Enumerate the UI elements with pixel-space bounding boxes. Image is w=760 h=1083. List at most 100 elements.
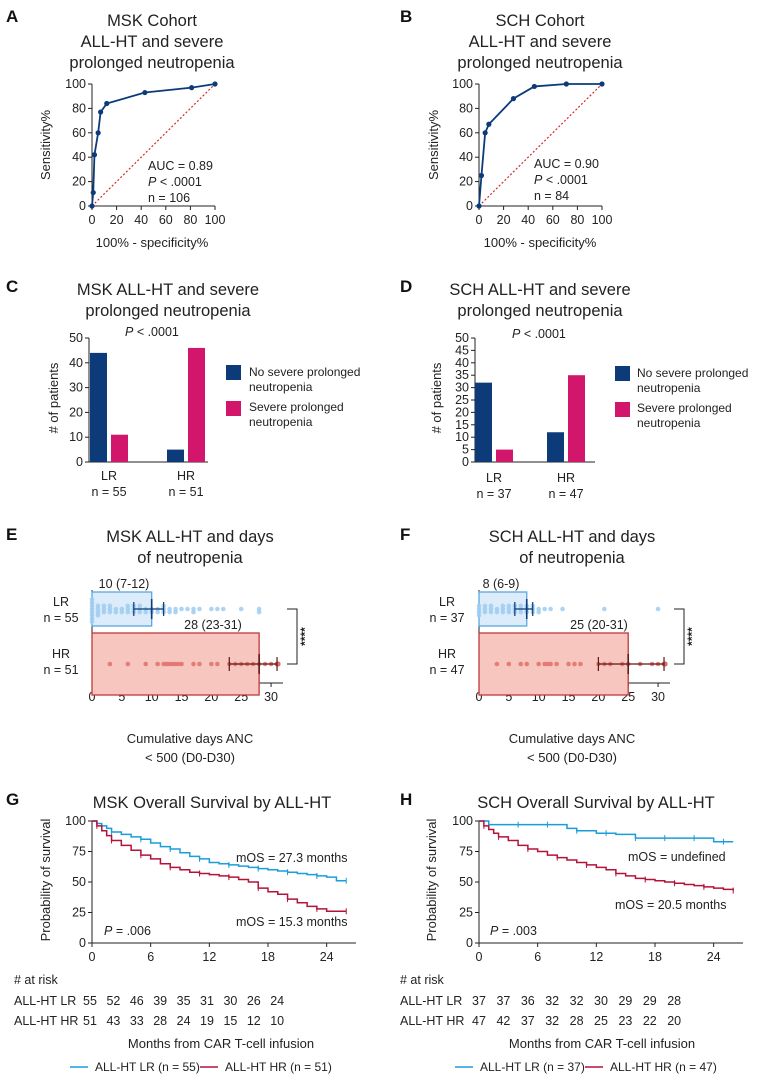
panel-e-point-lr-42: [173, 606, 178, 612]
panel-g-y-tick-0: 0: [79, 936, 86, 950]
panel-a-roc-point-1: [90, 189, 96, 196]
panel-g-x-axis-title: Months from CAR T-cell infusion: [128, 1036, 314, 1051]
panel-g-at-risk-lr-7: 26: [247, 994, 261, 1008]
panel-f-point-lr-6: [482, 603, 488, 609]
panel-b-n: n = 84: [534, 189, 569, 203]
panel-e-point-lr-4: [89, 600, 95, 605]
panel-a-roc-point-8: [212, 81, 218, 87]
panel-e-point-lr-51: [221, 606, 226, 612]
panel-f-x-tick-5: 5: [505, 690, 512, 704]
panel-g-at-risk-hr-4: 24: [177, 1014, 191, 1028]
panel-f-point-hr-1: [506, 661, 512, 667]
panel-e-point-lr-47: [191, 609, 196, 615]
panel-h-legend-lr: ALL-HT LR (n = 37): [480, 1060, 585, 1074]
panel-f-point-hr-2: [518, 661, 524, 667]
panel-f-bar-hr: [478, 632, 629, 696]
panel-f-point-lr-8: [488, 609, 494, 615]
panel-f-summary-lr: 8 (6-9): [483, 577, 520, 591]
panel-g-x-tick-6: 6: [147, 950, 154, 964]
panel-g-hr-mos: mOS = 15.3 months: [236, 915, 348, 929]
panel-h-x-tick-12: 12: [589, 950, 603, 964]
panel-g-survival: G MSK Overall Survival by ALL-HT Probabi…: [6, 790, 356, 1074]
panel-d-bar-hr-severe: [568, 375, 585, 462]
panel-a-x-tick-20: 20: [110, 213, 124, 227]
panel-e-summary-lr: 10 (7-12): [99, 577, 150, 591]
panel-h-at-risk-hr-3: 32: [545, 1014, 559, 1028]
panel-h-y-axis-title: Probability of survival: [424, 818, 439, 941]
panel-e-point-lr-12: [101, 606, 107, 612]
panel-a-roc-point-6: [142, 89, 148, 96]
panel-f-point-hr-11: [578, 661, 583, 667]
panel-f-point-hr-9: [566, 661, 571, 667]
panel-b-roc-point-0: [476, 203, 482, 209]
panel-letter-c: C: [6, 277, 18, 296]
panel-b-auc: AUC = 0.90: [534, 157, 599, 171]
panel-a-x-tick-40: 40: [134, 213, 148, 227]
panel-d-bar-lr-severe: [496, 449, 513, 462]
panel-g-at-risk-hr-6: 15: [223, 1014, 237, 1028]
panel-h-at-risk-lr-4: 32: [570, 994, 584, 1008]
panel-e-point-lr-0: [89, 606, 95, 612]
panel-f-point-lr-4: [482, 606, 488, 612]
panel-f-point-lr-22: [518, 609, 524, 615]
panel-f-point-lr-32: [542, 606, 547, 612]
panel-e-point-lr-5: [89, 616, 95, 621]
panel-a-x-tick-100: 100: [205, 213, 226, 227]
panel-d-p-value: P < .0001: [512, 327, 566, 341]
panel-c-y-tick-20: 20: [69, 405, 83, 419]
panel-e-point-lr-24: [125, 603, 131, 609]
panel-c-legend-no-severe-line-1: No severe prolonged: [249, 365, 360, 379]
panel-h-lr-mos: mOS = undefined: [628, 850, 726, 864]
panel-g-km-hr-curve: [92, 820, 347, 913]
panel-g-p-value: P = .006: [104, 924, 151, 938]
panel-b-y-tick-20: 20: [459, 175, 473, 189]
panel-d-y-tick-25: 25: [455, 393, 469, 407]
panel-f-point-lr-10: [494, 606, 500, 612]
panel-e-hr-label: HR: [52, 647, 70, 661]
panel-e-point-lr-16: [107, 609, 113, 615]
panel-d-legend-no-severe-line-1: No severe prolonged: [637, 366, 748, 380]
panel-g-at-risk-hr-label: ALL-HT HR: [14, 1014, 78, 1028]
panel-letter-d: D: [400, 277, 412, 296]
panel-e-point-lr-45: [185, 606, 190, 612]
panel-e-point-hr-11: [191, 661, 196, 667]
panel-f-point-hr-3: [524, 661, 530, 667]
panel-d-y-tick-50: 50: [455, 331, 469, 345]
panel-h-at-risk-hr-0: 47: [472, 1014, 486, 1028]
panel-h-y-tick-0: 0: [466, 936, 473, 950]
panel-d-y-tick-10: 10: [455, 430, 469, 444]
panel-g-y-tick-75: 75: [72, 845, 86, 859]
panel-b-y-tick-0: 0: [466, 199, 473, 213]
panel-g-at-risk-hr-3: 28: [153, 1014, 167, 1028]
panel-h-y-tick-25: 25: [459, 906, 473, 920]
panel-c-title-line-1: MSK ALL-HT and severe: [77, 281, 259, 299]
panel-f-point-lr-23: [518, 603, 524, 609]
panel-e-point-hr-0: [107, 661, 113, 667]
panel-g-at-risk-lr-0: 55: [83, 994, 97, 1008]
panel-e-point-lr-6: [89, 597, 95, 602]
panel-e-point-lr-36: [155, 609, 160, 615]
panel-d-y-tick-5: 5: [462, 443, 469, 457]
panel-a-x-tick-80: 80: [183, 213, 197, 227]
panel-b-x-axis-title: 100% - specificity%: [484, 235, 597, 250]
panel-f-x-axis-title-line-2: < 500 (D0-D30): [527, 750, 617, 765]
panel-e-point-lr-53: [256, 606, 262, 612]
panel-b-title-line-1: SCH Cohort: [496, 12, 585, 30]
panel-e-significance-stars: ****: [298, 627, 312, 646]
panel-e-point-lr-40: [167, 606, 172, 612]
panel-d-bar-hr-no-severe: [547, 432, 564, 462]
panel-e-summary-hr: 28 (23-31): [184, 618, 242, 632]
panel-e-point-lr-50: [215, 606, 220, 612]
panel-f-point-lr-34: [560, 606, 565, 612]
panel-e-x-tick-5: 5: [118, 690, 125, 704]
panel-e-x-tick-0: 0: [89, 690, 96, 704]
panel-e-point-hr-13: [209, 661, 214, 667]
panel-d-category-hr-n: n = 47: [548, 487, 583, 501]
panel-a-auc: AUC = 0.89: [148, 159, 213, 173]
panel-c-y-tick-10: 10: [69, 430, 83, 444]
panel-e-point-lr-41: [167, 609, 172, 615]
panel-c-p-value: P < .0001: [125, 325, 179, 339]
panel-letter-a: A: [6, 7, 18, 26]
panel-h-at-risk-hr-8: 20: [667, 1014, 681, 1028]
